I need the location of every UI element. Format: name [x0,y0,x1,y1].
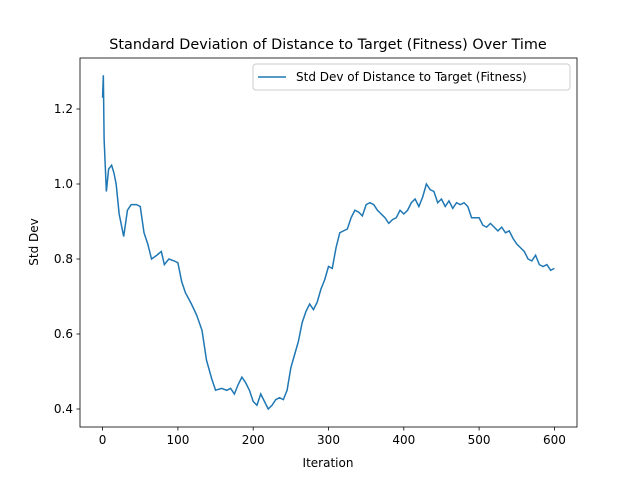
y-axis-label: Std Dev [27,218,41,265]
x-tick-label: 200 [242,433,265,447]
y-tick-label: 0.4 [54,402,73,416]
chart-title: Standard Deviation of Distance to Target… [109,37,547,53]
x-axis-label: Iteration [303,456,354,470]
legend-box [252,63,571,91]
x-tick-label: 500 [468,433,491,447]
y-tick-label: 1.0 [54,177,73,191]
axes-frame [79,57,578,428]
data-line [101,75,555,411]
x-tick-label: 600 [543,433,566,447]
y-tick-label: 0.6 [54,327,73,341]
x-tick-label: 400 [392,433,415,447]
y-tick-label: 0.8 [54,252,73,266]
legend-label: Std Dev of Distance to Target (Fitness) [296,70,527,84]
x-tick-label: 300 [317,433,340,447]
y-tick-label: 1.2 [54,102,73,116]
x-tick-label: 0 [99,433,107,447]
x-tick-label: 100 [166,433,189,447]
